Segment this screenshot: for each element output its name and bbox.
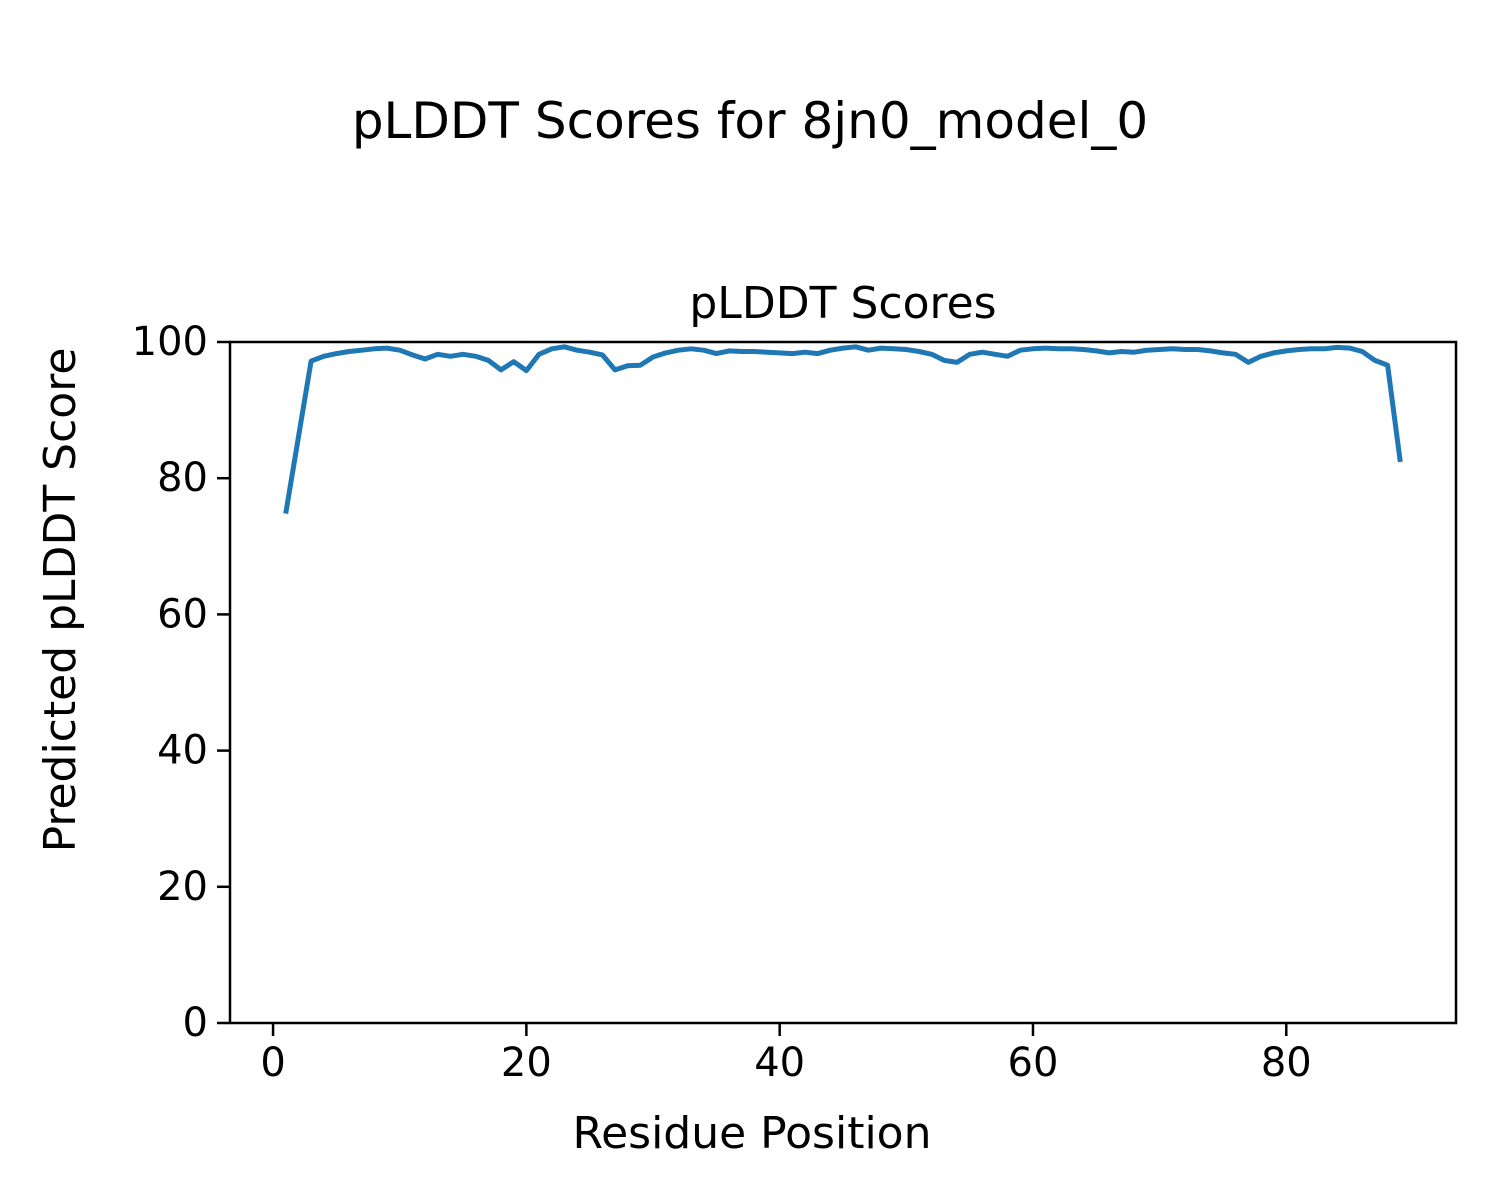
x-tick-label: 60 [1008,1040,1059,1086]
figure-title: pLDDT Scores for 8jn0_model_0 [352,92,1148,150]
y-tick-label: 80 [157,455,208,501]
plot-area: 0 20 40 60 80 0 20 40 60 80 100 [132,319,1458,1086]
series-line-plddt [283,344,1403,515]
x-tick-label: 40 [754,1040,805,1086]
x-tick-label: 0 [260,1040,285,1086]
axes-title: pLDDT Scores [689,278,996,329]
y-tick-label: 40 [157,728,208,774]
y-tick-label: 100 [132,319,208,365]
y-tick-label: 60 [157,591,208,637]
y-tick-label: 20 [157,864,208,910]
x-tick-label: 20 [501,1040,552,1086]
y-axis-label: Predicted pLDDT Score [35,348,86,853]
x-axis-label: Residue Position [572,1108,931,1159]
axes-spines [228,340,1458,1025]
y-tick-label: 0 [183,1000,208,1046]
x-tick-label: 80 [1261,1040,1312,1086]
